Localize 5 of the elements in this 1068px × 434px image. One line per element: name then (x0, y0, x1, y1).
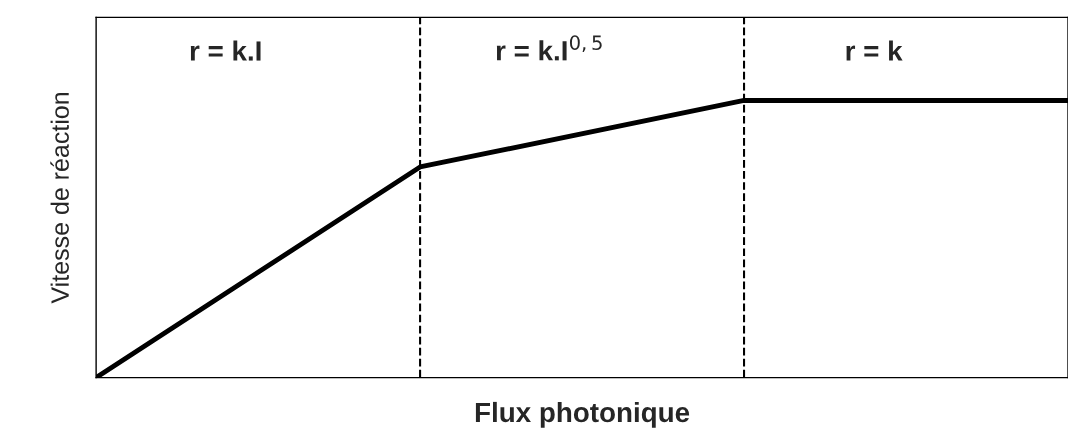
text: r = k (846, 40, 903, 61)
y-axis-title: Vitesse de réaction (50, 92, 69, 304)
x-axis-title: Flux photonique (475, 401, 690, 428)
text: r = k.I (190, 40, 261, 61)
text: r = k.I$^{0,5}$ (496, 35, 602, 61)
